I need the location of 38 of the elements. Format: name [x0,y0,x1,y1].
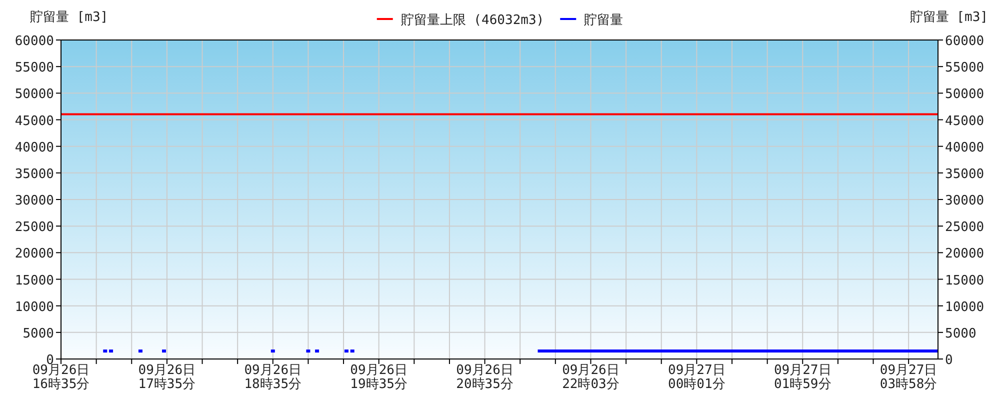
x-tick-label: 09月26日 20時35分 [456,363,514,392]
x-tick-label: 09月26日 17時35分 [138,363,196,392]
y2-tick-label: 10000 [945,300,984,315]
y-tick-label: 40000 [14,140,54,156]
y-tick-label: 20000 [14,246,54,262]
y-tick-label: 5000 [22,326,54,342]
y2-tick-label: 20000 [945,246,984,262]
y-tick-label: 55000 [14,60,54,76]
legend-label: 貯留量上限 (46032m3) [400,13,544,28]
y2-tick-label: 30000 [945,194,984,208]
x-tick-label: 09月26日 18時35分 [244,363,302,392]
y-tick-label: 35000 [14,166,54,182]
y2-tick-label: 0 [945,353,953,368]
y-tick-label: 30000 [14,194,54,208]
x-tick-label: 09月27日 01時59分 [774,363,832,392]
y2-tick-label: 55000 [945,60,984,76]
x-tick-label: 09月26日 22時03分 [562,363,620,392]
x-tick-label: 09月26日 19時35分 [350,363,408,392]
y2-tick-label: 5000 [945,326,976,342]
y-tick-label: 10000 [14,300,54,315]
legend-label: 貯留量 [584,13,624,28]
y-tick-label: 25000 [14,220,54,236]
y2-tick-label: 35000 [945,166,984,182]
y-tick-label: 45000 [14,114,54,129]
y2-tick-label: 45000 [945,114,984,129]
y2-tick-label: 15000 [945,273,984,288]
y-tick-label: 50000 [14,87,54,102]
x-tick-label: 09月27日 03時58分 [880,363,938,392]
y2-tick-label: 50000 [945,87,984,102]
y-tick-label: 60000 [14,34,54,49]
y2-tick-label: 25000 [945,220,984,236]
y-axis-title: 貯留量 [m3] [30,10,108,25]
y2-tick-label: 40000 [945,140,984,156]
x-tick-label: 09月26日 16時35分 [32,363,90,392]
x-tick-label: 09月27日 00時01分 [668,363,726,392]
y2-tick-label: 60000 [945,34,984,49]
y2-axis-title: 貯留量 [m3] [910,10,988,25]
y-tick-label: 15000 [14,273,54,288]
